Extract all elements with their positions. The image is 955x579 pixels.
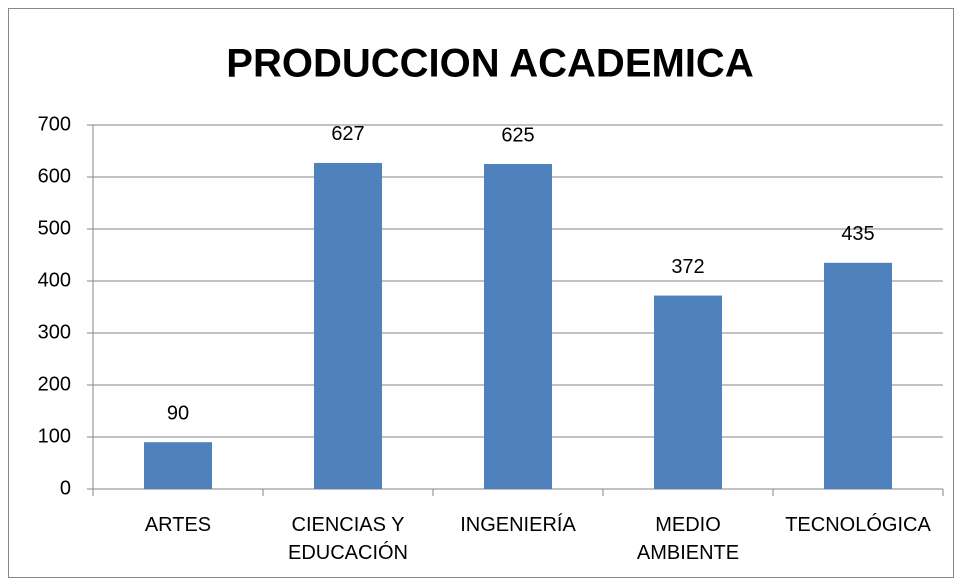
bar xyxy=(654,295,722,489)
y-tick-label: 500 xyxy=(38,217,71,239)
x-tick-label: CIENCIAS Y EDUCACIÓN xyxy=(287,514,408,564)
data-label: 90 xyxy=(167,402,189,424)
y-tick-label: 100 xyxy=(38,425,71,447)
bar xyxy=(484,164,552,489)
x-tick-label: TECNOLÓGICA xyxy=(785,514,931,536)
bar xyxy=(824,262,892,489)
y-tick-label: 400 xyxy=(38,269,71,291)
bar xyxy=(314,162,382,489)
x-tick-label: ARTES xyxy=(144,514,212,536)
data-label: 435 xyxy=(841,223,874,245)
y-tick-label: 200 xyxy=(38,373,71,395)
data-label: 625 xyxy=(501,124,534,146)
bar xyxy=(144,442,212,489)
data-label: 627 xyxy=(331,123,364,145)
x-tick-label: INGENIERÍA xyxy=(460,514,576,536)
x-tick-label: MEDIO AMBIENTE xyxy=(636,514,740,564)
y-tick-label: 300 xyxy=(38,321,71,343)
y-tick-label: 0 xyxy=(60,477,71,499)
data-label: 372 xyxy=(671,256,704,278)
chart-frame xyxy=(8,8,954,578)
chart-title: PRODUCCION ACADEMICA xyxy=(226,42,753,86)
y-tick-label: 600 xyxy=(38,165,71,187)
y-tick-label: 700 xyxy=(38,113,71,135)
